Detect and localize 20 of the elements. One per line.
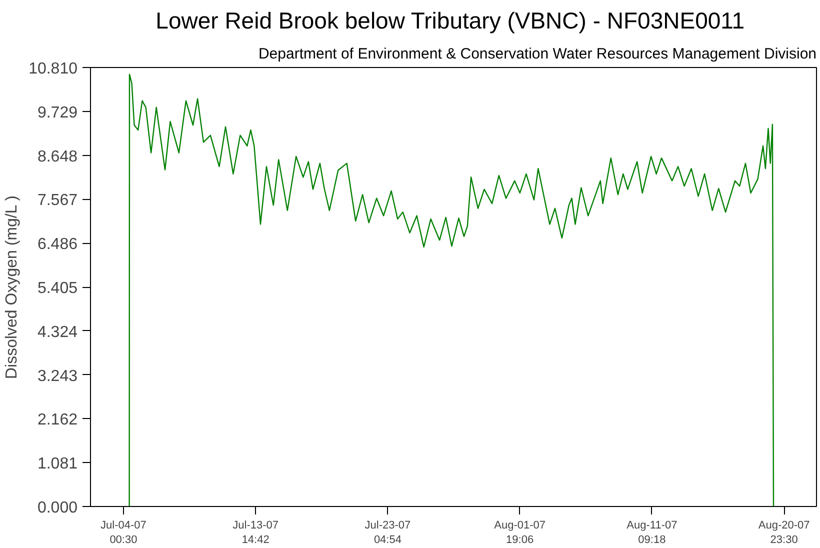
x-tick-label: Jul-23-07 04:54 [364, 520, 411, 546]
y-axis-title: Dissolved Oxygen (mg/L ) [4, 196, 21, 380]
x-tick-label: Jul-13-07 14:42 [232, 520, 279, 546]
y-tick-label: 3.243 [37, 368, 78, 385]
y-tick-label: 6.486 [37, 236, 78, 254]
y-tick-label: 8.648 [37, 148, 78, 166]
y-tick-label: 9.729 [37, 104, 78, 122]
y-tick-label: 4.324 [37, 324, 78, 341]
x-tick-label: Aug-20-07 23:30 [758, 520, 810, 546]
y-tick-label: 0.000 [37, 500, 78, 516]
x-tick-label: Jul-04-07 00:30 [100, 520, 146, 546]
y-tick-label: 1.081 [37, 456, 78, 473]
x-tick-label: Aug-11-07 09:18 [626, 520, 678, 546]
y-tick-label: 2.162 [37, 412, 78, 429]
x-tick-label: Aug-01-07 19:06 [494, 520, 546, 546]
y-tick-label: 5.405 [37, 280, 78, 297]
y-tick-label: 10.810 [28, 60, 78, 78]
chart-title: Lower Reid Brook below Tributary (VBNC) - NF03NE0011 [156, 8, 745, 34]
y-tick-label: 7.567 [37, 192, 78, 210]
chart-subtitle: Department of Environment & Conservation Water Resources Management Division [258, 46, 817, 62]
